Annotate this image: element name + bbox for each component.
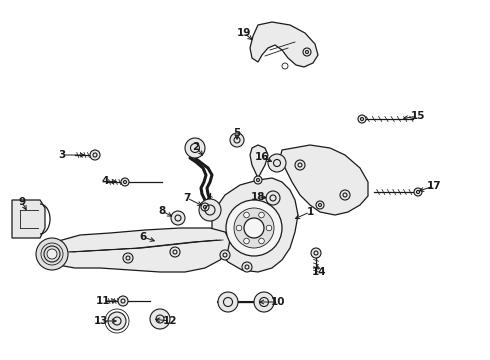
Polygon shape [48,228,230,272]
Polygon shape [12,200,45,238]
Circle shape [108,312,126,330]
Circle shape [230,133,244,147]
Circle shape [234,208,274,248]
Circle shape [242,262,252,272]
Text: 10: 10 [271,297,285,307]
Circle shape [303,48,311,56]
Text: 17: 17 [427,181,441,191]
Text: 3: 3 [58,150,66,160]
Circle shape [244,218,264,238]
Text: 8: 8 [158,206,166,216]
Text: 7: 7 [183,193,191,203]
Circle shape [259,212,264,218]
Text: 1: 1 [306,207,314,217]
Text: 9: 9 [19,197,25,207]
Text: 2: 2 [193,142,199,152]
Text: 16: 16 [255,152,269,162]
Circle shape [226,200,282,256]
Circle shape [244,238,249,244]
Polygon shape [280,145,368,215]
Text: 15: 15 [411,111,425,121]
Text: 14: 14 [312,267,326,277]
Circle shape [358,115,366,123]
Text: 5: 5 [233,128,241,138]
Circle shape [236,225,242,231]
Circle shape [295,160,305,170]
Circle shape [171,211,185,225]
Circle shape [254,176,262,184]
Polygon shape [250,145,268,178]
Text: 12: 12 [163,316,177,326]
Circle shape [311,248,321,258]
Circle shape [201,203,209,211]
Circle shape [47,249,57,259]
Text: 18: 18 [251,192,265,202]
Circle shape [414,188,422,196]
Circle shape [90,150,100,160]
Circle shape [150,309,170,329]
Text: 19: 19 [237,28,251,38]
Circle shape [218,292,238,312]
Circle shape [316,201,324,209]
Circle shape [220,250,230,260]
Circle shape [121,178,129,186]
Text: 6: 6 [139,232,147,242]
Polygon shape [212,178,298,272]
Circle shape [123,253,133,263]
Circle shape [244,212,249,218]
Circle shape [170,247,180,257]
Circle shape [259,238,264,244]
Circle shape [118,296,128,306]
Circle shape [254,292,274,312]
Circle shape [340,190,350,200]
Circle shape [36,238,68,270]
Text: 13: 13 [94,316,108,326]
Circle shape [199,199,221,221]
Circle shape [266,191,280,205]
Circle shape [266,225,272,231]
Circle shape [268,154,286,172]
Circle shape [185,138,205,158]
Text: 11: 11 [96,296,110,306]
Text: 4: 4 [101,176,109,186]
Polygon shape [250,22,318,67]
